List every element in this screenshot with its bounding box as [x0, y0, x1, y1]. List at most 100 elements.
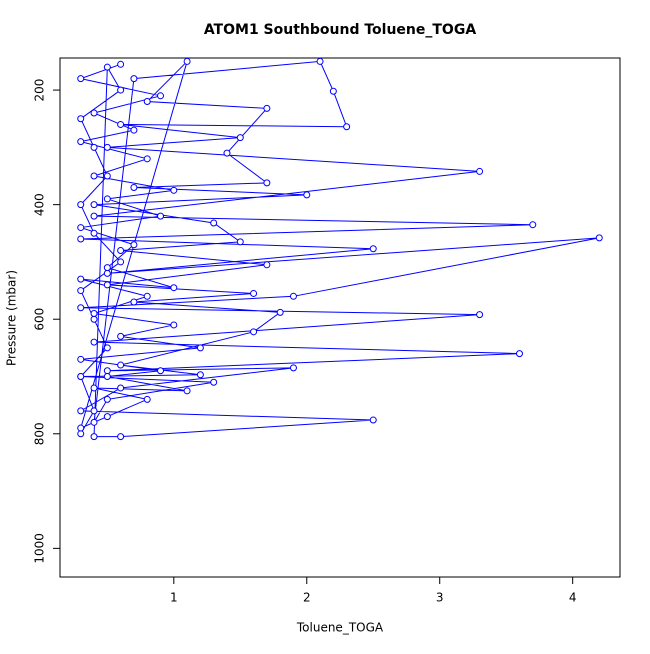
data-point — [90, 309, 98, 317]
data-point — [90, 143, 98, 151]
data-point — [77, 275, 85, 283]
data-point — [77, 235, 85, 243]
data-point — [90, 315, 98, 323]
data-point — [236, 238, 244, 246]
data-point — [103, 195, 111, 203]
data-point — [117, 246, 125, 254]
y-tick-label: 1000 — [33, 533, 47, 564]
data-point — [157, 92, 165, 100]
data-point — [250, 328, 258, 336]
data-point — [77, 201, 85, 209]
data-point — [117, 60, 125, 68]
data-point — [143, 155, 151, 163]
y-tick-label: 200 — [33, 79, 47, 102]
data-point — [170, 321, 178, 329]
data-point — [476, 311, 484, 319]
data-point — [90, 201, 98, 209]
data-point — [316, 57, 324, 65]
data-point — [329, 87, 337, 95]
data-point — [130, 298, 138, 306]
data-point — [117, 361, 125, 369]
data-point — [343, 123, 351, 131]
y-axis-title: Pressure (mbar) — [5, 270, 19, 366]
data-point — [77, 430, 85, 438]
data-point — [130, 126, 138, 134]
data-point — [90, 172, 98, 180]
x-tick-label: 3 — [436, 591, 444, 605]
x-tick-label: 4 — [569, 591, 577, 605]
x-tick-label: 2 — [303, 591, 311, 605]
data-point — [157, 367, 165, 375]
data-point — [276, 308, 284, 316]
data-point — [529, 221, 537, 229]
data-point — [170, 284, 178, 292]
data-line — [78, 60, 600, 438]
data-point — [77, 373, 85, 381]
data-point — [77, 287, 85, 295]
data-point — [117, 433, 125, 441]
data-point — [250, 289, 258, 297]
data-point — [289, 364, 297, 372]
data-point — [476, 167, 484, 175]
data-point — [103, 172, 111, 180]
data-point — [90, 212, 98, 220]
y-tick-label: 800 — [33, 422, 47, 445]
data-point — [196, 344, 204, 352]
data-point — [369, 416, 377, 424]
data-point — [103, 367, 111, 375]
data-point — [90, 407, 98, 415]
data-point — [90, 384, 98, 392]
data-point — [196, 371, 204, 379]
data-point — [103, 143, 111, 151]
data-point — [77, 424, 85, 432]
plot-frame — [59, 57, 621, 578]
data-point — [263, 179, 271, 187]
data-point — [103, 63, 111, 71]
data-point — [263, 261, 271, 269]
data-point — [77, 138, 85, 146]
data-point — [103, 269, 111, 277]
data-point — [90, 433, 98, 441]
data-point — [103, 281, 111, 289]
x-tick-label: 1 — [170, 591, 178, 605]
data-point — [103, 373, 111, 381]
y-tick-label: 400 — [33, 193, 47, 216]
data-point — [90, 418, 98, 426]
data-point — [103, 264, 111, 272]
data-point — [77, 224, 85, 232]
data-point — [117, 120, 125, 128]
data-point — [103, 344, 111, 352]
data-point — [77, 304, 85, 312]
data-point — [103, 395, 111, 403]
data-point — [143, 292, 151, 300]
data-point — [117, 86, 125, 94]
data-point — [143, 98, 151, 106]
data-point — [303, 191, 311, 199]
data-point — [143, 395, 151, 403]
data-point — [263, 104, 271, 112]
x-axis-title: Toluene_TOGA — [296, 621, 384, 635]
data-point — [183, 387, 191, 395]
data-point — [289, 292, 297, 300]
data-point — [103, 413, 111, 421]
chart-title: ATOM1 Southbound Toluene_TOGA — [204, 22, 477, 38]
data-point — [90, 338, 98, 346]
data-point — [223, 149, 231, 157]
data-point — [236, 134, 244, 142]
data-point — [170, 186, 178, 194]
data-point — [210, 378, 218, 386]
data-point — [77, 115, 85, 123]
y-tick-label: 600 — [33, 308, 47, 331]
data-point — [90, 229, 98, 237]
data-point — [77, 355, 85, 363]
data-point — [130, 241, 138, 249]
data-point — [369, 245, 377, 253]
data-point — [130, 75, 138, 83]
data-point — [117, 258, 125, 266]
data-point — [130, 183, 138, 191]
data-point — [77, 75, 85, 83]
data-point — [210, 219, 218, 227]
data-point — [595, 234, 603, 242]
